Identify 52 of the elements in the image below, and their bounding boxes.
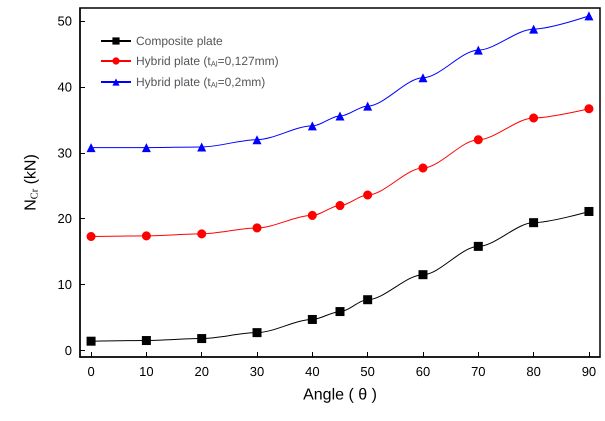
y-tick-label: 0 (64, 342, 72, 358)
point (197, 334, 206, 344)
point (584, 104, 594, 114)
x-tick-label: 10 (139, 364, 154, 379)
point (252, 328, 262, 338)
x-tick-label: 40 (305, 364, 320, 379)
point (308, 314, 317, 324)
point (584, 206, 594, 216)
point (529, 113, 538, 122)
y-tick-label: 20 (58, 211, 72, 226)
y-axis-title: NCr (kN) (22, 154, 40, 211)
y-tick-label: 40 (58, 80, 72, 95)
point (252, 135, 262, 144)
point (418, 270, 428, 280)
point (86, 232, 96, 241)
point (197, 142, 206, 152)
point (474, 135, 483, 144)
point (86, 336, 96, 346)
y-tick-label: 10 (58, 277, 72, 292)
x-tick-label: 50 (360, 364, 375, 379)
point (474, 46, 483, 55)
x-tick-label: 70 (471, 364, 486, 379)
x-tick-label: 30 (250, 364, 264, 379)
point (142, 336, 151, 346)
x-tick-label: 20 (194, 364, 209, 379)
point (86, 143, 96, 152)
legend-label: Composite plate (136, 34, 224, 48)
point (529, 24, 538, 34)
point (197, 229, 206, 238)
point (336, 111, 344, 120)
point (418, 164, 428, 173)
point (142, 231, 151, 240)
point (308, 121, 317, 130)
point (584, 11, 594, 20)
point (363, 295, 372, 304)
point (529, 218, 538, 228)
point (336, 307, 344, 316)
point (308, 210, 317, 220)
point (363, 102, 372, 111)
x-tick-label: 90 (582, 364, 596, 379)
x-tick-label: 60 (416, 364, 430, 379)
point (474, 242, 483, 251)
point (142, 143, 151, 152)
point (252, 223, 262, 232)
y-tick-label: 30 (58, 145, 72, 160)
x-tick-label: 80 (526, 364, 541, 379)
point (336, 201, 344, 210)
x-tick-label: 0 (87, 364, 95, 379)
point (418, 73, 428, 82)
point (363, 190, 372, 200)
y-tick-label: 50 (58, 14, 72, 29)
x-axis-title: Angle ( θ ) (303, 386, 377, 404)
